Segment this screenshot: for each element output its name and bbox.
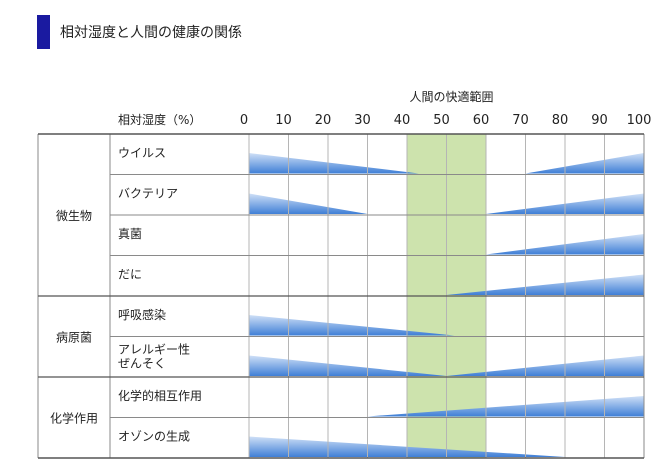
- row-label: 化学的相互作用: [118, 388, 202, 403]
- risk-wedge: [446, 274, 644, 295]
- risk-wedge: [249, 153, 419, 174]
- axis-label: 相対湿度（%）: [118, 112, 201, 127]
- x-tick-label: 70: [512, 113, 529, 128]
- x-tick-label: 40: [394, 113, 411, 128]
- group-label: 病原菌: [56, 330, 92, 345]
- comfort-range-label: 人間の快適範囲: [409, 89, 493, 104]
- title-accent-bar: [37, 15, 50, 49]
- x-tick-label: 20: [315, 113, 332, 128]
- row-label: ウイルス: [118, 146, 166, 160]
- risk-wedge: [525, 153, 644, 174]
- group-label: 微生物: [56, 209, 92, 223]
- x-tick-label: 100: [627, 113, 652, 128]
- risk-wedge: [446, 355, 644, 376]
- row-label: バクテリア: [118, 187, 178, 201]
- x-tick-label: 60: [473, 113, 490, 128]
- row-label: ぜんそく: [118, 357, 166, 371]
- group-label: 化学作用: [50, 411, 98, 426]
- x-tick-label: 80: [552, 113, 569, 128]
- page-title: 相対湿度と人間の健康の関係: [60, 25, 242, 41]
- x-tick-label: 0: [240, 113, 248, 128]
- risk-wedge: [249, 355, 447, 376]
- row-label: 呼吸感染: [118, 307, 166, 322]
- x-tick-label: 10: [275, 113, 292, 128]
- row-label: 真菌: [118, 227, 142, 241]
- x-tick-label: 30: [354, 113, 371, 128]
- risk-wedge: [249, 315, 455, 336]
- x-tick-label: 90: [591, 113, 608, 128]
- row-label: アレルギー性: [118, 343, 190, 357]
- risk-wedge: [249, 193, 368, 214]
- row-label: オゾンの生成: [118, 430, 190, 444]
- risk-wedge: [367, 396, 644, 417]
- x-tick-label: 50: [433, 113, 450, 128]
- row-label: だに: [118, 268, 142, 282]
